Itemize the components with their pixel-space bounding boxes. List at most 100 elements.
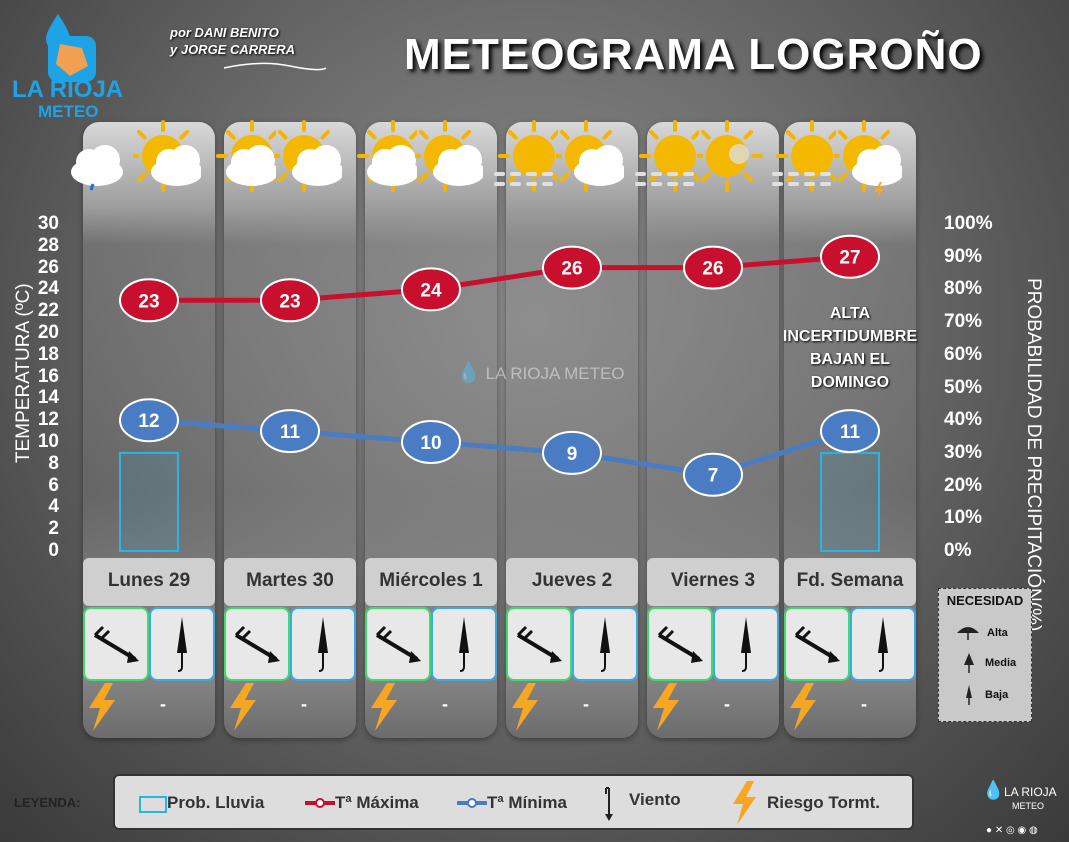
tmin-point xyxy=(119,398,179,443)
tmin-data-label: 11 xyxy=(280,422,301,443)
watermark-text: LA RIOJA METEO xyxy=(485,364,625,383)
footer-drop-icon: 💧 xyxy=(982,780,1005,800)
wind-arrow-icon xyxy=(375,625,421,663)
rain-probability-bar xyxy=(119,451,179,552)
umbrella-closed-icon xyxy=(741,617,751,672)
wind-box xyxy=(224,607,290,681)
umbrella-closed-icon xyxy=(878,617,888,672)
day-label: Lunes 29 xyxy=(107,570,191,591)
brand-name: LA RIOJA xyxy=(12,76,124,103)
y-tick-label: 16 xyxy=(37,365,59,387)
tmax-data-label: 23 xyxy=(279,291,300,312)
footer-brand-sub: METEO xyxy=(1012,801,1045,811)
y-tick-label: 30 xyxy=(37,213,59,234)
tmin-point xyxy=(260,409,320,454)
fog-sun-icon xyxy=(635,120,699,192)
wind-arrow-icon xyxy=(794,625,840,663)
tmax-data-label: 26 xyxy=(702,259,723,280)
tmin-data-label: 10 xyxy=(420,433,441,454)
legend-storm-label: Riesgo Tormt. xyxy=(767,793,881,812)
umbrella-closed-icon xyxy=(963,683,975,712)
footer-brand-name: LA RIOJA xyxy=(1004,785,1057,799)
lightning-icon xyxy=(512,683,538,731)
rain-probability-bar xyxy=(820,451,880,552)
forecast-note: ALTA INCERTIDUMBRE BAJAN EL DOMINGO xyxy=(780,302,920,394)
wind-box xyxy=(83,607,149,681)
wind-arrow-icon xyxy=(234,625,280,663)
wind-box xyxy=(365,607,431,681)
necesidad-title: NECESIDAD xyxy=(946,593,1024,608)
credit: por DANI BENITO y JORGE CARRERA xyxy=(170,24,330,78)
watermark-drop-icon: 💧 xyxy=(456,362,481,384)
storm-risk-value: - xyxy=(301,694,307,714)
legend-tmax-label: Tª Máxima xyxy=(335,793,419,812)
tmax-point xyxy=(683,245,743,290)
lightning-icon xyxy=(230,683,256,731)
tmin-point xyxy=(683,452,743,497)
note-line: INCERTIDUMBRE xyxy=(782,328,918,345)
legend-tmin-swatch xyxy=(457,798,487,808)
y2-axis-label: PROBABILIDAD DE PRECIPITACIÓN(%) xyxy=(1023,278,1044,632)
day-label: Martes 30 xyxy=(246,570,334,591)
umbrella-box xyxy=(290,607,356,681)
storm-risk-value: - xyxy=(160,694,166,714)
wind-box xyxy=(506,607,572,681)
storm-risk-value: - xyxy=(583,694,589,714)
wind-arrow-icon xyxy=(605,787,613,821)
tmax-point xyxy=(401,267,461,312)
fog-sun-icon xyxy=(494,120,558,192)
sun-cloud-icon xyxy=(357,120,417,192)
sun-cloud-icon xyxy=(274,120,342,192)
sun-cloud-icon xyxy=(556,120,624,192)
tmin-data-label: 12 xyxy=(138,411,159,432)
y-tick-label: 26 xyxy=(37,256,59,278)
day-label: Miércoles 1 xyxy=(379,570,483,591)
tmax-line xyxy=(149,254,851,303)
lightning-icon xyxy=(89,683,115,731)
watermark: 💧 LA RIOJA METEO xyxy=(456,360,625,385)
lightning-icon xyxy=(653,683,679,731)
umbrella-box xyxy=(850,607,916,681)
day-label-box xyxy=(224,558,356,606)
signature-icon xyxy=(223,62,327,71)
tmax-point xyxy=(119,278,179,323)
y2-tick-label: 0% xyxy=(944,540,972,561)
y2-tick-label: 10% xyxy=(944,507,983,529)
umbrella-open-icon xyxy=(955,623,981,646)
credit-line1: por DANI BENITO xyxy=(170,25,279,40)
footer-brand: 💧 LA RIOJA METEO ● ✕ ◎ ◉ ◍ xyxy=(982,781,1057,836)
y-tick-label: 2 xyxy=(48,518,59,540)
day-label-box xyxy=(784,558,916,606)
legend-tmin-label: Tª Mínima xyxy=(487,793,567,812)
y2-tick-label: 50% xyxy=(944,376,983,398)
y-tick-label: 14 xyxy=(37,387,59,409)
y-tick-label: 28 xyxy=(37,234,59,256)
page-title: METEOGRAMA LOGROÑO xyxy=(404,30,983,79)
y-tick-label: 8 xyxy=(48,452,59,474)
wind-arrow-icon xyxy=(93,625,139,663)
legend-wind-label: Viento xyxy=(629,790,681,809)
social-icons[interactable]: ● ✕ ◎ ◉ ◍ xyxy=(986,825,1038,836)
tmin-point xyxy=(401,420,461,464)
y2-tick-label: 100% xyxy=(944,213,993,234)
y-tick-label: 0 xyxy=(48,540,59,561)
tmax-data-label: 24 xyxy=(420,280,442,301)
storm-risk-value: - xyxy=(724,694,730,714)
y-tick-label: 10 xyxy=(37,431,59,452)
y2-tick-label: 40% xyxy=(944,409,983,431)
legend-rain-swatch xyxy=(139,796,167,813)
tmin-line xyxy=(148,417,851,478)
tmax-data-label: 23 xyxy=(138,291,159,312)
fog-sun-icon xyxy=(772,120,836,192)
necesidad-media: Media xyxy=(985,657,1017,669)
note-line: ALTA xyxy=(829,305,871,322)
y-tick-label: 6 xyxy=(48,474,59,496)
umbrella-box xyxy=(149,607,215,681)
credit-line2: y JORGE CARRERA xyxy=(170,42,295,57)
y2-tick-label: 60% xyxy=(944,343,983,365)
lightning-icon xyxy=(790,683,816,731)
note-line: DOMINGO xyxy=(810,374,890,391)
tmin-data-label: 11 xyxy=(840,422,861,443)
tmax-point xyxy=(260,278,320,323)
